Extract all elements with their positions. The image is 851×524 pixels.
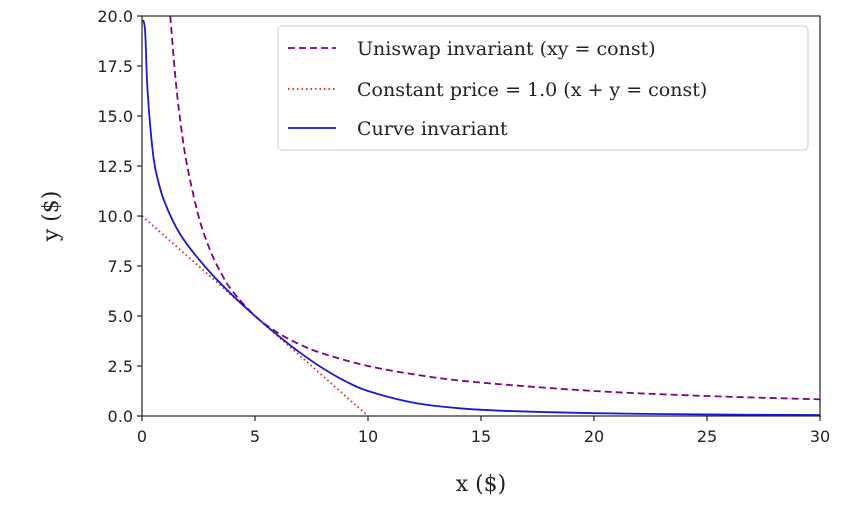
x-axis-ticks: 0 5 10 15 20 25 30	[137, 416, 830, 446]
y-tick-label: 17.5	[97, 57, 133, 76]
y-tick-label: 10.0	[97, 207, 133, 226]
y-tick-label: 12.5	[97, 157, 133, 176]
x-tick-label: 25	[697, 427, 717, 446]
x-tick-label: 15	[471, 427, 491, 446]
constant-price-line	[142, 215, 369, 416]
x-tick-label: 10	[358, 427, 378, 446]
y-tick-label: 2.5	[108, 357, 133, 376]
x-tick-label: 5	[250, 427, 260, 446]
legend-label-curve: Curve invariant	[357, 118, 508, 140]
x-tick-label: 20	[584, 427, 604, 446]
plot-lines	[142, 16, 820, 416]
y-tick-label: 0.0	[108, 407, 133, 426]
x-axis-label: x ($)	[456, 472, 507, 497]
uniswap-invariant-line	[169, 16, 820, 401]
x-tick-label: 0	[137, 427, 147, 446]
legend-box	[277, 25, 809, 151]
y-axis-label: y ($)	[39, 191, 64, 243]
y-tick-label: 5.0	[108, 307, 133, 326]
y-tick-label: 7.5	[108, 257, 133, 276]
y-axis-ticks: 0.0 2.5 5.0 7.5 10.0 12.5 15.0 17.5 20.0	[97, 7, 142, 426]
x-tick-label: 30	[810, 427, 830, 446]
curve-invariant-line	[142, 19, 820, 416]
legend-label-uniswap: Uniswap invariant (xy = const)	[357, 38, 656, 60]
legend: Uniswap invariant (xy = const) Constant …	[277, 25, 809, 151]
legend-label-constant-price: Constant price = 1.0 (x + y = const)	[357, 79, 707, 101]
y-tick-label: 20.0	[97, 7, 133, 26]
y-tick-label: 15.0	[97, 107, 133, 126]
